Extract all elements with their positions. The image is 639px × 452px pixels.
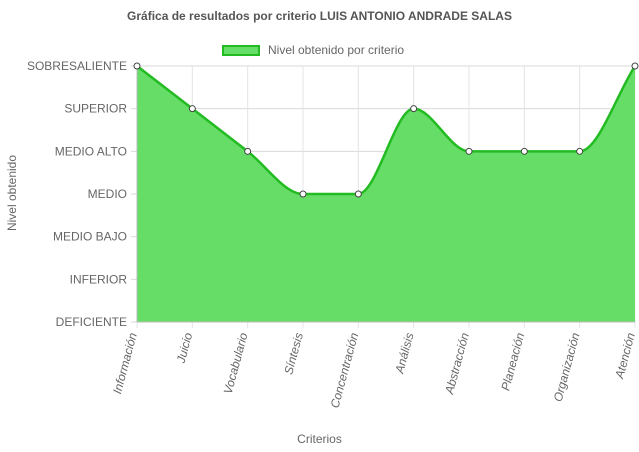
axes xyxy=(136,66,635,323)
data-point-concentración[interactable] xyxy=(354,190,362,198)
series-line xyxy=(136,65,637,196)
legend-label: Nivel obtenido por criterio xyxy=(268,43,405,57)
y-tick-label: DEFICIENTE xyxy=(56,315,127,329)
y-tick-label: MEDIO ALTO xyxy=(55,144,127,158)
x-tick-label: Análisis xyxy=(392,331,416,376)
data-point-vocabulario[interactable] xyxy=(244,147,252,155)
data-point-abstracción[interactable] xyxy=(465,147,473,155)
data-point-organización[interactable] xyxy=(576,147,584,155)
y-tick-label: MEDIO xyxy=(88,187,127,201)
data-point-planeación[interactable] xyxy=(520,147,528,155)
legend[interactable]: Nivel obtenido por criterio xyxy=(222,40,404,60)
y-tick-labels: DEFICIENTE INFERIOR MEDIO BAJO MEDIO MEDIO A… xyxy=(27,59,127,329)
y-tick-label: SOBRESALIENTE xyxy=(27,59,127,73)
chart-title: Gráfica de resultados por criterio LUIS … xyxy=(127,9,512,23)
x-tick-label: Información xyxy=(110,331,140,395)
x-tick-label: Vocabulario xyxy=(221,331,251,396)
series-area xyxy=(136,65,637,322)
data-point-atención[interactable] xyxy=(631,62,639,70)
data-point-análisis[interactable] xyxy=(410,105,418,113)
x-tick-label: Síntesis xyxy=(281,331,306,376)
y-tick-label: INFERIOR xyxy=(70,272,128,286)
data-point-información[interactable] xyxy=(133,62,141,70)
data-point-síntesis[interactable] xyxy=(299,190,307,198)
y-tick-label: MEDIO BAJO xyxy=(53,230,127,244)
x-tick-label: Organización xyxy=(551,331,583,403)
x-axis-label: Criterios xyxy=(297,432,342,446)
x-tick-label: Juicio xyxy=(174,331,196,366)
legend-swatch xyxy=(222,44,260,56)
series-fill xyxy=(137,66,635,322)
data-points xyxy=(133,62,639,198)
x-tick-labels: Información Juicio Vocabulario Síntesis Conc… xyxy=(110,331,638,410)
data-point-juicio[interactable] xyxy=(188,105,196,113)
y-tick-label: SUPERIOR xyxy=(64,102,127,116)
x-tick-label: Concentración xyxy=(328,331,362,410)
x-tick-label: Atención xyxy=(612,331,638,381)
x-tick-label: Abstracción xyxy=(442,331,472,396)
x-tick-label: Planeación xyxy=(498,331,527,392)
